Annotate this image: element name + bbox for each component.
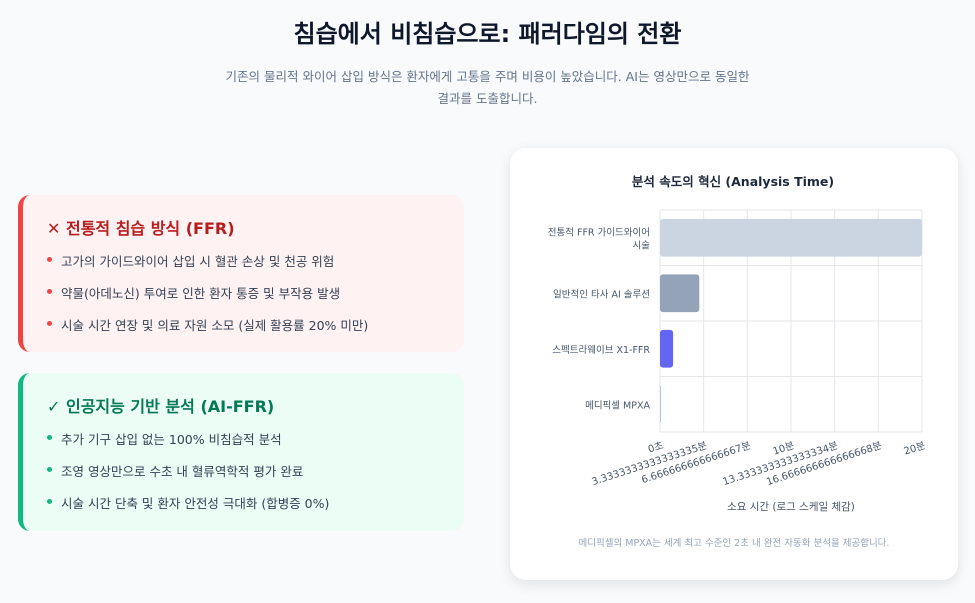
y-tick-label: 시술	[633, 240, 651, 251]
card-heading: ✓ 인공지능 기반 분석 (AI-FFR)	[47, 397, 275, 416]
y-tick-label: 메디픽셀 MPXA	[585, 400, 650, 411]
x-tick-label: 0초	[646, 439, 665, 455]
list-item: 약물(아데노신) 투여로 인한 환자 통증 및 부작용 발생	[47, 283, 440, 302]
x-axis-title: 소요 시간 (로그 스케일 체감)	[727, 500, 855, 513]
y-tick-label: 전통적 FFR 가이드와이어	[548, 226, 650, 238]
bar	[660, 329, 674, 368]
x-tick-label: 20분	[902, 439, 927, 457]
list-item: 시술 시간 연장 및 의료 자원 소모 (실제 활용률 20% 미만)	[47, 315, 440, 334]
bar	[660, 218, 922, 257]
chart: 분석 속도의 혁신 (Analysis Time) 소요 시간 (로그 스케일 …	[548, 174, 927, 549]
list: 고가의 가이드와이어 삽입 시 혈관 손상 및 천공 위험 약물(아데노신) 투…	[47, 251, 440, 334]
chart-note: 메디픽셀의 MPXA는 세계 최고 수준인 2초 내 완전 자동화 분석을 제공…	[579, 537, 890, 549]
list-item: 조영 영상만으로 수초 내 혈류역학적 평가 완료	[47, 461, 440, 480]
card-heading: ✕ 전통적 침습 방식 (FFR)	[47, 219, 235, 238]
y-tick-label: 스펙트라웨이브 X1-FFR	[552, 344, 650, 356]
card: ✓ 인공지능 기반 분석 (AI-FFR) 추가 기구 삽입 없는 100% 비…	[18, 373, 464, 531]
card: ✕ 전통적 침습 방식 (FFR) 고가의 가이드와이어 삽입 시 혈관 손상 …	[18, 195, 464, 352]
list-item: 추가 기구 삽입 없는 100% 비침습적 분석	[47, 429, 440, 448]
subtitle: 결과를 도출합니다.	[437, 91, 538, 106]
bar	[660, 274, 700, 313]
page-title: 침습에서 비침습으로: 패러다임의 전환	[293, 20, 682, 48]
chart-title: 분석 속도의 혁신 (Analysis Time)	[632, 174, 834, 189]
chart-card: 분석 속도의 혁신 (Analysis Time) 소요 시간 (로그 스케일 …	[510, 148, 958, 580]
subtitle: 기존의 물리적 와이어 삽입 방식은 환자에게 고통을 주며 비용이 높았습니다…	[225, 69, 750, 84]
y-tick-label: 일반적인 타사 AI 솔루션	[553, 288, 650, 300]
list-item: 고가의 가이드와이어 삽입 시 혈관 손상 및 천공 위험	[47, 251, 440, 270]
list: 추가 기구 삽입 없는 100% 비침습적 분석 조영 영상만으로 수초 내 혈…	[47, 429, 440, 512]
list-item: 시술 시간 단축 및 환자 안전성 극대화 (합병증 0%)	[47, 493, 440, 512]
